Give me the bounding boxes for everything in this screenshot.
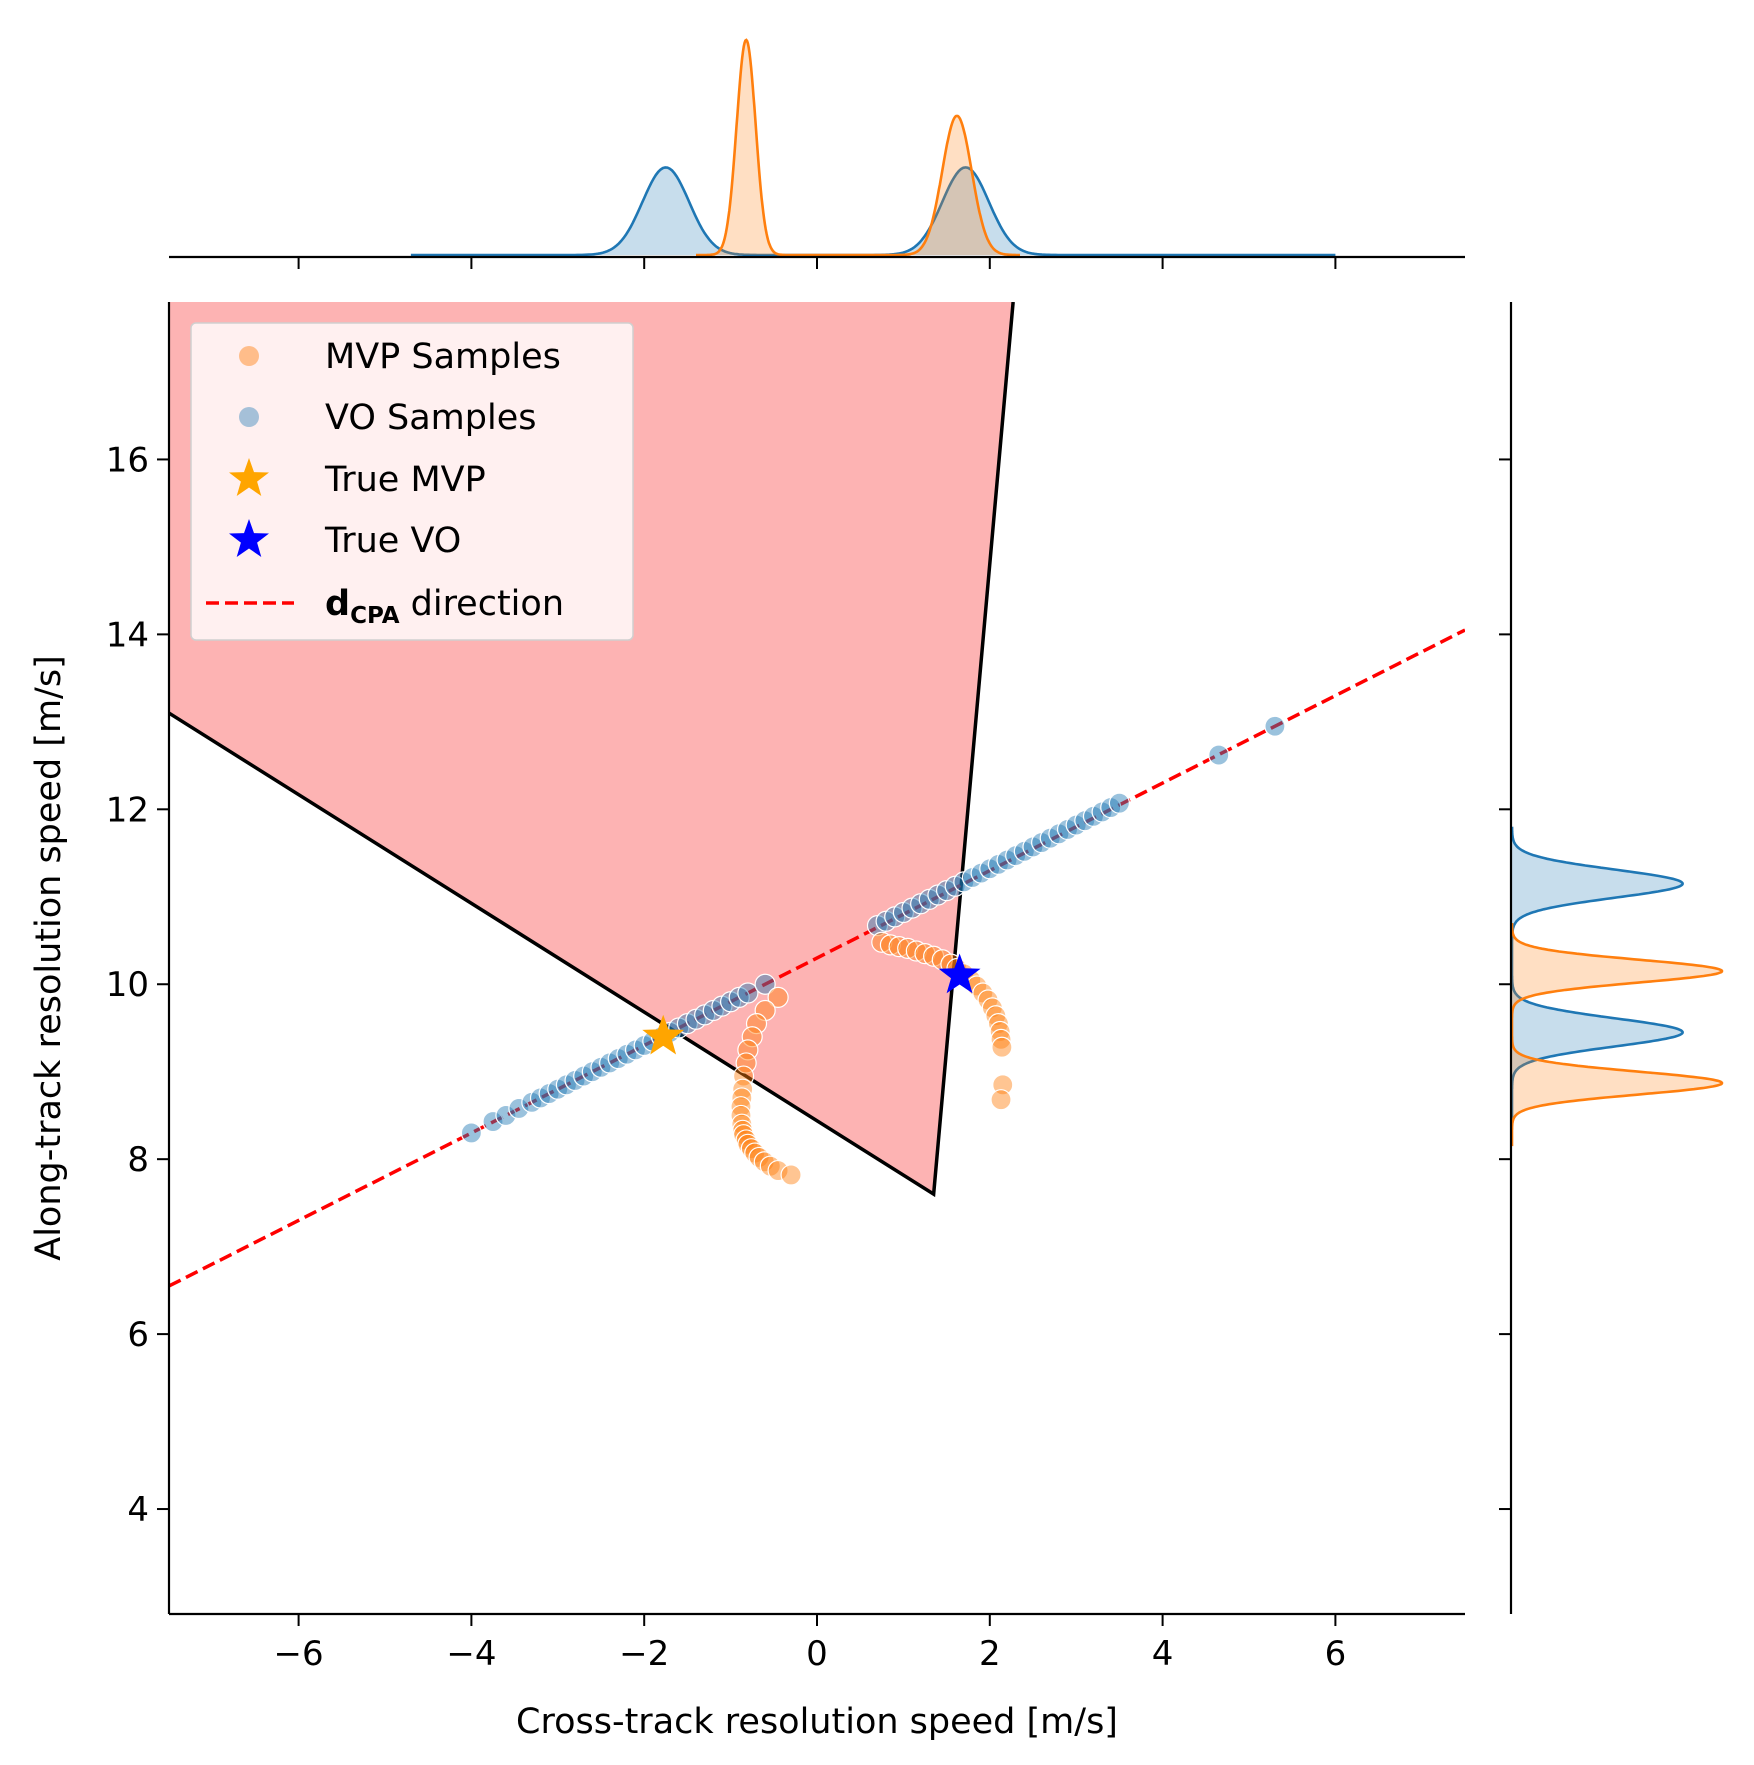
x-tick-label: −2 <box>619 1634 669 1674</box>
y-tick-label: 14 <box>106 615 149 655</box>
x-tick-label: −4 <box>446 1634 496 1674</box>
mvp-samples-point <box>905 940 927 962</box>
vo-samples-top-kde-fill <box>410 167 1336 255</box>
x-tick-label: 6 <box>1325 1634 1347 1674</box>
vo-samples-point <box>1208 744 1230 766</box>
vo-samples-right-kde-fill <box>1512 826 1683 1125</box>
main-plot: −6 −4 −2 0 2 4 6 4 6 8 10 12 14 16 Cross-track resol… <box>29 302 1465 1742</box>
legend-true-vo-label: True VO <box>324 521 461 561</box>
mvp-samples-point <box>888 936 910 958</box>
mvp-samples-point <box>780 1164 802 1186</box>
mvp-samples-point <box>879 934 902 956</box>
legend-mvp-samples-marker <box>239 346 259 366</box>
true-mvp-star <box>642 1014 685 1055</box>
legend: MVP Samples VO Samples True MVP True VO … <box>190 322 634 641</box>
y-axis-label: Along-track resolution speed [m/s] <box>29 655 69 1260</box>
mvp-samples-point <box>989 1020 1011 1043</box>
legend-vo-samples-label: VO Samples <box>325 398 536 438</box>
vo-samples-point <box>508 1097 530 1120</box>
mvp-samples-point <box>897 937 919 959</box>
legend-true-vo-marker <box>229 519 269 557</box>
legend-dcpa-label: dCPA direction <box>325 584 564 629</box>
mvp-samples-point <box>767 986 789 1008</box>
vo-samples-point <box>495 1104 517 1127</box>
legend-box <box>190 322 634 641</box>
x-tick-label: 4 <box>1152 1634 1174 1674</box>
vo-samples-point <box>460 1122 482 1144</box>
mvp-samples-top-kde-fill <box>696 40 1020 255</box>
mvp-samples-point <box>732 1078 754 1100</box>
mvp-samples-point <box>990 1028 1012 1050</box>
mvp-samples-point <box>871 931 893 953</box>
legend-true-mvp-label: True MVP <box>324 460 486 500</box>
mvp-samples-point <box>985 1005 1007 1027</box>
conflict-region-edge <box>169 302 1015 1198</box>
mvp-samples-point <box>731 1087 753 1109</box>
mvp-samples-point <box>741 1026 763 1048</box>
vo-samples-point <box>754 973 776 995</box>
mvp-samples-point <box>767 1159 789 1182</box>
mvp-samples-point <box>990 1089 1012 1111</box>
mvp-samples-point <box>991 1036 1013 1058</box>
true-vo-star <box>938 953 981 994</box>
x-tick-label: −6 <box>274 1634 324 1674</box>
vo-samples-point <box>1264 715 1286 737</box>
top-marginal-kde <box>169 38 1465 269</box>
mvp-samples-point <box>730 1096 752 1118</box>
y-tick-label: 12 <box>106 790 149 830</box>
mvp-samples-point <box>745 1012 768 1035</box>
legend-mvp-samples-label: MVP Samples <box>325 337 561 377</box>
x-tick-label: 0 <box>806 1634 828 1674</box>
legend-true-mvp-marker <box>229 458 269 496</box>
y-tick-label: 10 <box>106 965 149 1005</box>
mvp-samples-point <box>731 1113 753 1135</box>
vo-samples-top-kde-line <box>410 166 1336 257</box>
x-tick-label: 2 <box>979 1634 1001 1674</box>
mvp-samples-top-kde-line <box>696 38 1020 257</box>
y-tick-label: 16 <box>106 440 149 480</box>
mvp-samples-point <box>923 945 945 967</box>
y-tick-label: 6 <box>127 1315 149 1355</box>
mvp-samples-point <box>754 999 776 1022</box>
right-marginal-kde <box>1499 302 1724 1614</box>
mvp-samples-point <box>987 1012 1010 1035</box>
vo-samples-point <box>737 982 759 1004</box>
y-tick-label: 8 <box>127 1140 149 1180</box>
x-axis-label: Cross-track resolution speed [m/s] <box>516 1702 1118 1742</box>
dcpa-direction-line <box>169 628 1465 1288</box>
mvp-samples-point <box>735 1052 757 1074</box>
vo-samples-point <box>1108 792 1131 814</box>
legend-vo-samples-marker <box>239 407 259 427</box>
vo-samples-point <box>482 1110 504 1133</box>
y-tick-label: 4 <box>127 1490 149 1530</box>
